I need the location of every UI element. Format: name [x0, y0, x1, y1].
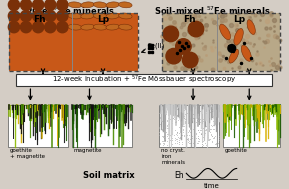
- Bar: [159, 105, 219, 147]
- Circle shape: [21, 0, 32, 10]
- Ellipse shape: [118, 24, 132, 30]
- Ellipse shape: [106, 24, 119, 30]
- Circle shape: [33, 10, 44, 22]
- Bar: [9, 13, 138, 71]
- Bar: [16, 74, 273, 86]
- Bar: [162, 13, 280, 71]
- Text: Lp: Lp: [97, 15, 109, 23]
- Ellipse shape: [81, 2, 94, 8]
- Ellipse shape: [118, 13, 132, 19]
- Text: Fh: Fh: [183, 15, 196, 23]
- Circle shape: [228, 45, 236, 52]
- Circle shape: [33, 0, 44, 10]
- Text: Soil matrix: Soil matrix: [83, 171, 135, 180]
- Ellipse shape: [106, 13, 119, 19]
- Text: Lp: Lp: [234, 15, 246, 23]
- Circle shape: [8, 22, 20, 33]
- Text: goethite: goethite: [225, 148, 248, 153]
- Circle shape: [188, 21, 204, 37]
- Text: Soil-mixed $^{57}$Fe minerals: Soil-mixed $^{57}$Fe minerals: [154, 5, 271, 17]
- Circle shape: [21, 10, 32, 22]
- Circle shape: [45, 10, 56, 22]
- Ellipse shape: [68, 2, 82, 8]
- Ellipse shape: [247, 20, 255, 34]
- Ellipse shape: [68, 24, 82, 30]
- Ellipse shape: [118, 2, 132, 8]
- Bar: [9, 13, 138, 71]
- Ellipse shape: [68, 13, 82, 19]
- Ellipse shape: [93, 13, 107, 19]
- Ellipse shape: [93, 2, 107, 8]
- Bar: [162, 13, 280, 71]
- Circle shape: [8, 0, 20, 10]
- Circle shape: [45, 22, 56, 33]
- Text: magnetite: magnetite: [74, 148, 103, 153]
- Text: Pure $^{NA}$Fe minerals: Pure $^{NA}$Fe minerals: [25, 5, 115, 17]
- Ellipse shape: [81, 13, 94, 19]
- Circle shape: [182, 52, 198, 68]
- FancyArrowPatch shape: [142, 49, 145, 53]
- Circle shape: [57, 10, 68, 22]
- Ellipse shape: [220, 24, 231, 40]
- Text: Fh: Fh: [33, 15, 45, 23]
- Text: Fe(II): Fe(II): [148, 42, 165, 49]
- Bar: [72, 105, 132, 147]
- Ellipse shape: [241, 45, 251, 61]
- Circle shape: [21, 22, 32, 33]
- Text: no cryst.
iron
minerals: no cryst. iron minerals: [161, 148, 185, 165]
- Circle shape: [57, 0, 68, 10]
- Bar: [223, 105, 280, 147]
- Circle shape: [33, 22, 44, 33]
- Bar: [8, 105, 68, 147]
- Circle shape: [166, 48, 181, 64]
- Circle shape: [176, 39, 191, 54]
- Ellipse shape: [93, 24, 107, 30]
- Ellipse shape: [81, 24, 94, 30]
- Ellipse shape: [234, 29, 243, 45]
- Ellipse shape: [229, 49, 239, 63]
- Text: time: time: [204, 183, 219, 189]
- Text: Eh: Eh: [175, 171, 184, 180]
- Text: goethite
+ magnetite: goethite + magnetite: [10, 148, 45, 159]
- Circle shape: [163, 26, 179, 42]
- Ellipse shape: [106, 2, 119, 8]
- Circle shape: [8, 10, 20, 22]
- Circle shape: [57, 22, 68, 33]
- Circle shape: [45, 0, 56, 10]
- Text: 12-week incubation + $^{57}$Fe Mössbauer spectroscopy: 12-week incubation + $^{57}$Fe Mössbauer…: [51, 74, 236, 86]
